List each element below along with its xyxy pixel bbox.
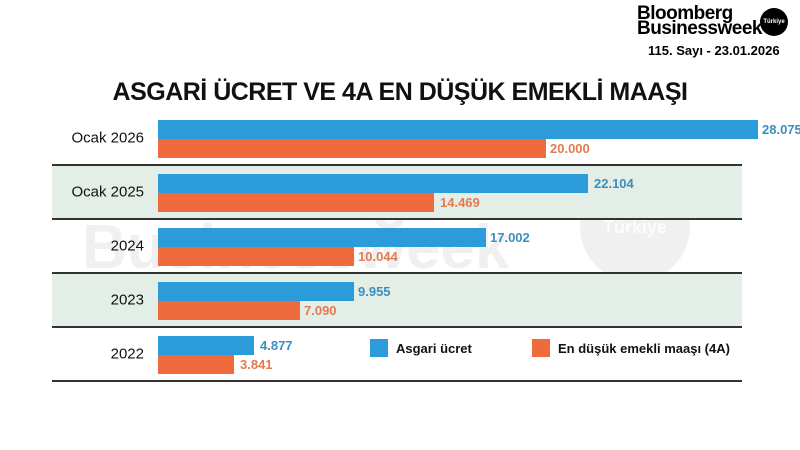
brand-line2: Businessweek bbox=[637, 18, 762, 39]
value-emekli: 3.841 bbox=[240, 357, 273, 372]
value-asgari: 22.104 bbox=[594, 176, 634, 191]
legend-label: Asgari ücret bbox=[396, 340, 472, 356]
value-asgari: 4.877 bbox=[260, 338, 293, 353]
bar-asgari bbox=[158, 282, 354, 301]
row-label: 2024 bbox=[110, 237, 144, 255]
chart-row: Ocak 2025 22.104 14.469 bbox=[52, 166, 742, 220]
row-label: 2023 bbox=[110, 291, 144, 309]
chart-row: Ocak 2026 28.075 20.000 bbox=[52, 112, 800, 166]
brand-logo: Bloomberg Businessweek bbox=[637, 3, 762, 39]
legend-item-asgari: Asgari ücret bbox=[370, 339, 472, 357]
bar-asgari bbox=[158, 120, 758, 139]
chart-row: 2024 17.002 10.044 bbox=[52, 220, 742, 274]
legend-swatch-orange bbox=[532, 339, 550, 357]
row-label: 2022 bbox=[110, 345, 144, 363]
legend-item-emekli: En düşük emekli maaşı (4A) bbox=[532, 339, 730, 357]
chart-row: 2023 9.955 7.090 bbox=[52, 274, 742, 328]
bar-asgari bbox=[158, 174, 588, 193]
bar-chart: Ocak 2026 28.075 20.000 Ocak 2025 22.104… bbox=[52, 112, 800, 382]
value-emekli: 10.044 bbox=[358, 249, 398, 264]
chart-row: 2022 4.877 3.841 bbox=[52, 328, 742, 382]
value-emekli: 14.469 bbox=[440, 195, 480, 210]
issue-info: 115. Sayı - 23.01.2026 bbox=[648, 43, 780, 58]
row-label: Ocak 2025 bbox=[71, 183, 144, 201]
bar-asgari bbox=[158, 228, 486, 247]
value-asgari: 28.075 bbox=[762, 122, 800, 137]
bar-emekli bbox=[158, 139, 546, 158]
value-emekli: 7.090 bbox=[304, 303, 337, 318]
bar-emekli bbox=[158, 247, 354, 266]
turkiye-badge: Türkiye bbox=[760, 8, 788, 36]
chart-title: ASGARİ ÜCRET VE 4A EN DÜŞÜK EMEKLİ MAAŞI bbox=[112, 78, 688, 106]
bar-emekli bbox=[158, 301, 300, 320]
value-emekli: 20.000 bbox=[550, 141, 590, 156]
value-asgari: 17.002 bbox=[490, 230, 530, 245]
legend-label: En düşük emekli maaşı (4A) bbox=[558, 340, 730, 356]
bar-emekli bbox=[158, 355, 234, 374]
legend-swatch-blue bbox=[370, 339, 388, 357]
bar-emekli bbox=[158, 193, 434, 212]
value-asgari: 9.955 bbox=[358, 284, 391, 299]
row-label: Ocak 2026 bbox=[71, 129, 144, 147]
brand-line1: Bloomberg bbox=[637, 3, 733, 24]
bar-asgari bbox=[158, 336, 254, 355]
